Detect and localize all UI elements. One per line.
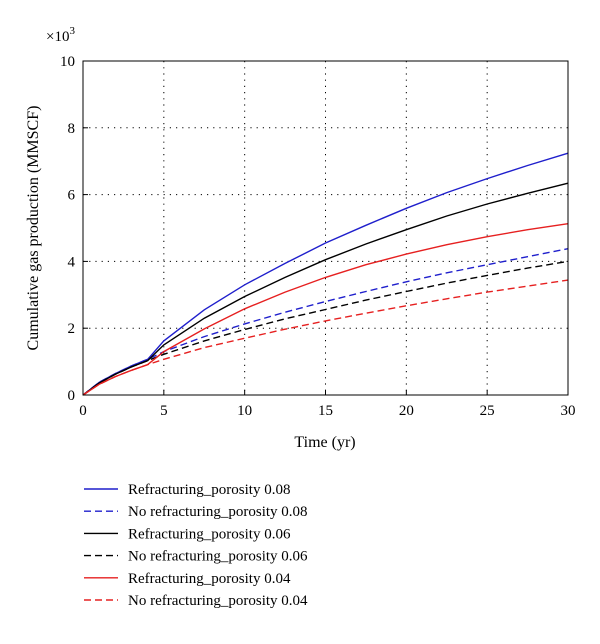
y-tick-label: 6 <box>68 188 76 204</box>
y-axis-multiplier-exponent: 3 <box>69 25 75 37</box>
x-axis-label: Time (yr) <box>294 434 355 451</box>
y-tick-label: 0 <box>68 388 76 404</box>
legend-label: No refracturing_porosity 0.08 <box>128 504 308 520</box>
y-tick-label: 10 <box>60 54 75 70</box>
legend-label: Refracturing_porosity 0.04 <box>128 571 291 587</box>
tick-labels: 0 5 10 15 20 25 30 0 2 4 6 8 10 <box>60 54 576 419</box>
y-tick-label: 4 <box>68 254 76 270</box>
x-tick-label: 15 <box>318 403 333 419</box>
y-axis-multiplier-base: ×10 <box>46 29 69 45</box>
y-tick-label: 2 <box>68 321 76 337</box>
axis-ticks <box>82 60 569 396</box>
series-line-4 <box>82 260 569 396</box>
x-tick-label: 0 <box>79 403 87 419</box>
series-line-2 <box>82 248 569 396</box>
legend-label: No refracturing_porosity 0.04 <box>128 593 308 609</box>
x-tick-label: 20 <box>399 403 414 419</box>
x-tick-label: 25 <box>480 403 495 419</box>
legend-label: Refracturing_porosity 0.06 <box>128 526 291 542</box>
legend-label: Refracturing_porosity 0.08 <box>128 482 290 498</box>
legend: Refracturing_porosity 0.08 No refracturin… <box>84 482 308 609</box>
series-lines <box>82 152 569 396</box>
x-tick-label: 30 <box>561 403 576 419</box>
y-tick-label: 8 <box>68 121 76 137</box>
x-tick-label: 5 <box>160 403 168 419</box>
x-tick-label: 10 <box>237 403 252 419</box>
y-axis-multiplier: ×103 <box>46 25 75 45</box>
series-line-6 <box>82 279 569 396</box>
legend-label: No refracturing_porosity 0.06 <box>128 549 308 565</box>
series-line-3 <box>82 182 569 396</box>
y-axis-label: Cumulative gas production (MMSCF) <box>25 106 42 351</box>
grid-lines <box>83 61 568 395</box>
